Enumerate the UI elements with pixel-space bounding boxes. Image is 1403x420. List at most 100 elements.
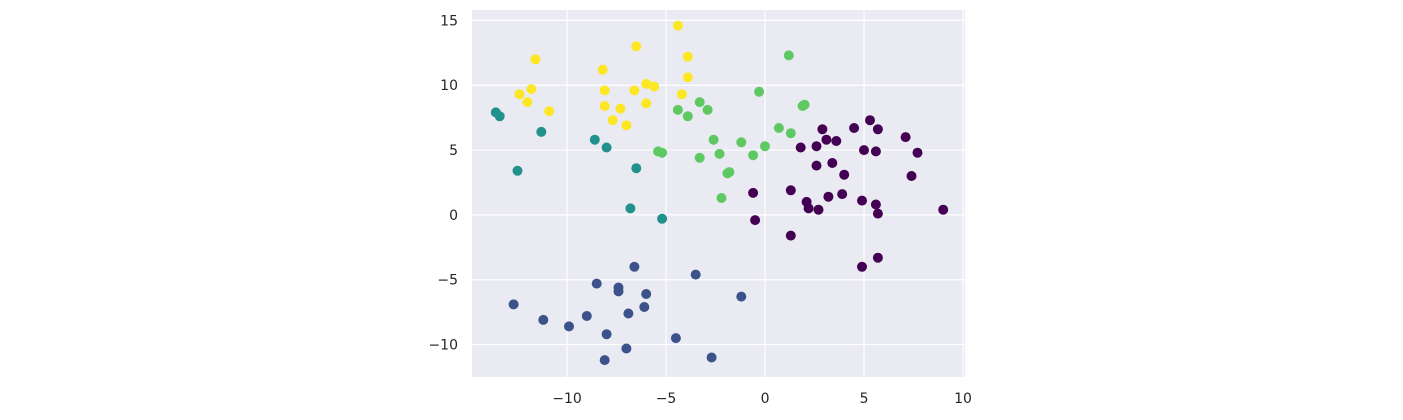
scatter-point <box>938 204 949 215</box>
scatter-point <box>649 81 660 92</box>
scatter-point <box>591 278 602 289</box>
scatter-point <box>629 85 640 96</box>
scatter-point <box>621 343 632 354</box>
scatter-point <box>724 167 735 178</box>
x-tick-label: 0 <box>761 391 770 407</box>
scatter-point <box>872 124 883 135</box>
scatter-point <box>597 64 608 75</box>
scatter-point <box>641 78 652 89</box>
y-tick-label: 0 <box>449 208 458 224</box>
scatter-point <box>702 104 713 115</box>
scatter-point <box>872 252 883 263</box>
scatter-point <box>631 163 642 174</box>
scatter-point <box>900 132 911 143</box>
scatter-point <box>811 141 822 152</box>
scatter-point <box>783 50 794 61</box>
scatter-point <box>621 120 632 131</box>
scatter-point <box>676 89 687 100</box>
scatter-point <box>813 204 824 215</box>
scatter-point <box>750 215 761 226</box>
scatter-point <box>599 101 610 111</box>
scatter-point <box>760 141 770 152</box>
scatter-point <box>530 54 541 65</box>
scatter-point <box>599 85 610 96</box>
scatter-point <box>625 203 636 214</box>
scatter-point <box>508 299 519 310</box>
scatter-point <box>615 103 626 114</box>
scatter-point <box>716 193 727 203</box>
scatter-point <box>536 126 547 137</box>
scatter-point <box>670 333 681 344</box>
scatter-point <box>811 160 822 171</box>
scatter-point <box>494 111 505 122</box>
scatter-point <box>538 314 549 325</box>
data-points <box>490 20 949 366</box>
scatter-point <box>607 115 618 126</box>
scatter-point <box>601 142 612 153</box>
scatter-point <box>682 111 693 122</box>
scatter-point <box>512 165 523 176</box>
scatter-point <box>708 134 719 145</box>
scatter-point <box>748 187 759 198</box>
scatter-point <box>799 99 810 110</box>
scatter-point <box>706 352 717 363</box>
scatter-point <box>589 134 600 145</box>
scatter-point <box>657 147 668 158</box>
scatter-point <box>526 84 537 95</box>
scatter-point <box>672 104 683 115</box>
scatter-point <box>795 142 806 153</box>
scatter-point <box>601 329 612 340</box>
scatter-point <box>694 97 705 108</box>
scatter-point <box>912 147 923 158</box>
scatter-point <box>564 321 574 332</box>
scatter-point <box>849 123 860 133</box>
scatter-point <box>870 199 881 210</box>
scatter-point <box>690 269 701 280</box>
scatter-point <box>817 124 828 135</box>
scatter-point <box>865 115 875 126</box>
scatter-point <box>821 134 832 145</box>
scatter-point <box>581 311 592 321</box>
scatter-point <box>754 86 765 97</box>
scatter-point <box>736 291 747 302</box>
y-tick-label: −5 <box>437 273 458 289</box>
scatter-point <box>773 123 784 133</box>
x-tick-label: −5 <box>656 391 677 407</box>
scatter-point <box>906 171 917 181</box>
x-tick-label: 10 <box>954 391 972 407</box>
scatter-point <box>736 137 747 148</box>
scatter-point <box>785 128 796 139</box>
x-tick-label: −10 <box>552 391 582 407</box>
scatter-point <box>857 261 867 272</box>
scatter-point <box>599 355 610 366</box>
scatter-point <box>803 203 814 214</box>
scatter-point <box>629 261 640 272</box>
scatter-point <box>631 41 642 52</box>
scatter-point <box>682 72 693 83</box>
scatter-point <box>857 195 867 206</box>
scatter-point <box>641 289 652 299</box>
y-tick-label: 10 <box>440 78 458 94</box>
scatter-point <box>694 152 705 163</box>
scatter-point <box>859 145 869 156</box>
scatter-point <box>514 89 525 100</box>
scatter-point <box>714 148 725 159</box>
scatter-point <box>522 97 533 108</box>
scatter-point <box>839 169 850 180</box>
y-axis-ticks: −10 −5 0 5 10 15 <box>428 13 458 353</box>
x-tick-label: 5 <box>860 391 869 407</box>
scatter-point <box>623 308 634 319</box>
scatter-point <box>657 213 668 224</box>
y-tick-label: −10 <box>428 338 458 354</box>
scatter-point <box>785 185 796 196</box>
scatter-point <box>870 146 881 157</box>
scatter-point <box>748 150 759 161</box>
scatter-point <box>544 106 555 117</box>
x-axis-ticks: −10 −5 0 5 10 <box>552 391 972 407</box>
scatter-point <box>785 230 796 241</box>
plot-area <box>472 10 965 377</box>
y-tick-label: 15 <box>440 13 458 29</box>
scatter-point <box>641 98 652 109</box>
scatter-point <box>872 208 883 219</box>
